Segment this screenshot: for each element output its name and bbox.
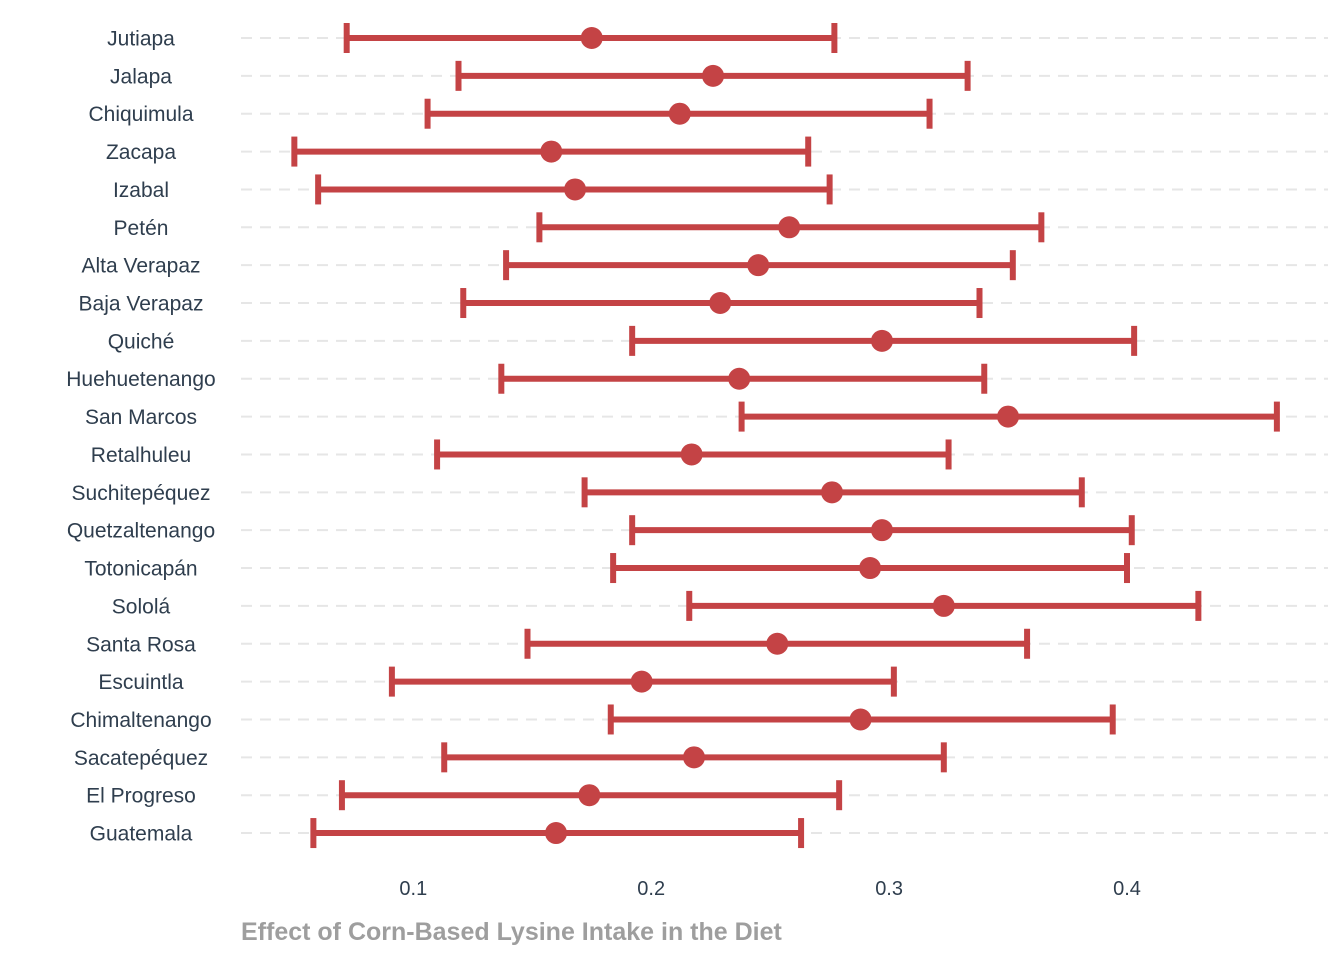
point-zacapa	[540, 140, 563, 163]
category-label-retalhuleu: Retalhuleu	[91, 444, 191, 467]
point-santa-rosa	[766, 632, 789, 655]
category-label-suchitepequez: Suchitepéquez	[72, 482, 211, 505]
category-label-jalapa: Jalapa	[110, 65, 172, 88]
point-chimaltenango	[849, 708, 872, 731]
category-label-guatemala: Guatemala	[90, 823, 193, 846]
x-tick-label-1: 0.2	[637, 878, 665, 900]
category-label-peten: Petén	[114, 217, 169, 240]
x-tick-label-2: 0.3	[875, 878, 903, 900]
estimate-points	[540, 27, 1020, 845]
point-suchitepequez	[821, 481, 844, 504]
x-tick-label-0: 0.1	[399, 878, 427, 900]
point-jalapa	[702, 64, 725, 87]
category-label-sacatepequez: Sacatepéquez	[74, 747, 208, 770]
category-label-escuintla: Escuintla	[98, 671, 184, 694]
point-chiquimula	[668, 102, 691, 125]
category-label-jutiapa: Jutiapa	[107, 28, 175, 51]
point-quiche	[870, 329, 893, 352]
category-label-santa-rosa: Santa Rosa	[86, 633, 196, 656]
category-label-izabal: Izabal	[113, 179, 169, 202]
point-alta-verapaz	[747, 254, 770, 277]
point-izabal	[564, 178, 587, 201]
x-tick-label-3: 0.4	[1113, 878, 1141, 900]
x-axis-ticks: 0.1 0.2 0.3 0.4	[399, 878, 1141, 900]
point-jutiapa	[580, 27, 603, 49]
point-retalhuleu	[680, 443, 703, 466]
point-guatemala	[545, 822, 568, 845]
point-huehuetenango	[728, 367, 751, 390]
point-quetzaltenango	[870, 519, 893, 542]
category-label-el-progreso: El Progreso	[86, 785, 196, 808]
point-totonicapan	[859, 557, 882, 580]
category-label-quiche: Quiché	[108, 330, 175, 353]
category-label-totonicapan: Totonicapán	[84, 558, 197, 581]
category-label-baja-verapaz: Baja Verapaz	[79, 293, 204, 316]
category-label-huehuetenango: Huehuetenango	[66, 368, 215, 391]
point-sacatepequez	[683, 746, 706, 769]
category-label-chimaltenango: Chimaltenango	[70, 709, 211, 732]
point-baja-verapaz	[709, 292, 732, 315]
error-bars	[291, 23, 1280, 849]
category-label-alta-verapaz: Alta Verapaz	[81, 255, 200, 278]
point-escuintla	[630, 670, 653, 693]
point-el-progreso	[578, 784, 601, 807]
category-label-chiquimula: Chiquimula	[88, 103, 193, 126]
category-label-quetzaltenango: Quetzaltenango	[67, 520, 215, 543]
point-peten	[778, 216, 801, 239]
category-label-san-marcos: San Marcos	[85, 406, 197, 429]
x-axis-title: Effect of Corn-Based Lysine Intake in th…	[241, 918, 783, 946]
category-labels: Jutiapa Jalapa Chiquimula Zacapa Izabal Petén…	[66, 28, 215, 846]
gridlines	[241, 37, 1328, 835]
category-label-solola: Sololá	[112, 595, 171, 618]
point-san-marcos	[997, 405, 1020, 428]
point-solola	[932, 594, 955, 617]
category-label-zacapa: Zacapa	[106, 141, 176, 164]
